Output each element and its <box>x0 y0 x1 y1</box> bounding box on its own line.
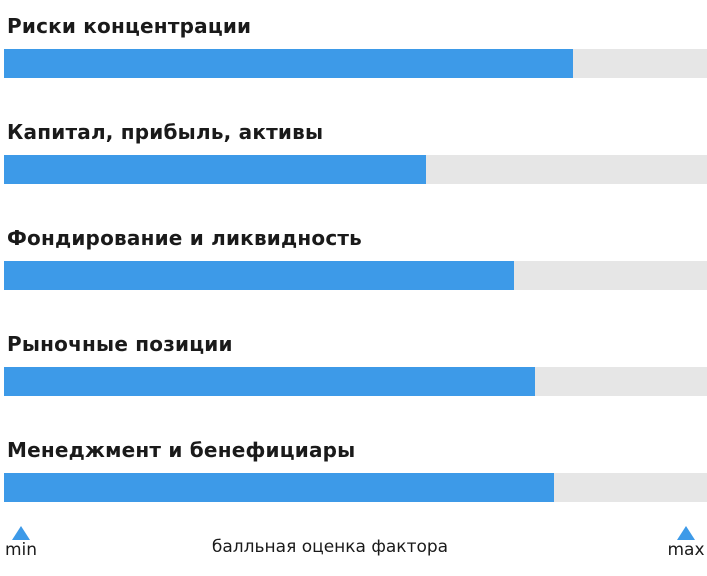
scale-legend: min балльная оценка фактора max <box>0 526 707 576</box>
factor-row: Капитал, прибыль, активы <box>4 120 707 184</box>
bar <box>4 473 554 502</box>
bar-track <box>4 49 707 78</box>
bar <box>4 261 514 290</box>
factor-label: Риски концентрации <box>7 14 252 38</box>
factor-label: Фондирование и ликвидность <box>7 226 363 250</box>
bar-track <box>4 155 707 184</box>
bar-track <box>4 261 707 290</box>
bar <box>4 49 573 78</box>
factor-row: Фондирование и ликвидность <box>4 226 707 290</box>
factor-row: Рыночные позиции <box>4 332 707 396</box>
bar-track <box>4 367 707 396</box>
factor-row: Риски концентрации <box>4 14 707 78</box>
max-marker: max <box>666 526 706 560</box>
factor-label: Менеджмент и бенефициары <box>7 438 356 462</box>
min-marker: min <box>1 526 41 560</box>
triangle-up-icon <box>12 526 30 540</box>
bar <box>4 155 426 184</box>
bar-track <box>4 473 707 502</box>
bar <box>4 367 535 396</box>
axis-caption: балльная оценка фактора <box>211 537 449 557</box>
min-label: min <box>4 540 38 560</box>
factor-label: Капитал, прибыль, активы <box>7 120 324 144</box>
max-label: max <box>667 540 705 560</box>
triangle-up-icon <box>677 526 695 540</box>
factor-label: Рыночные позиции <box>7 332 233 356</box>
factor-row: Менеджмент и бенефициары <box>4 438 707 502</box>
